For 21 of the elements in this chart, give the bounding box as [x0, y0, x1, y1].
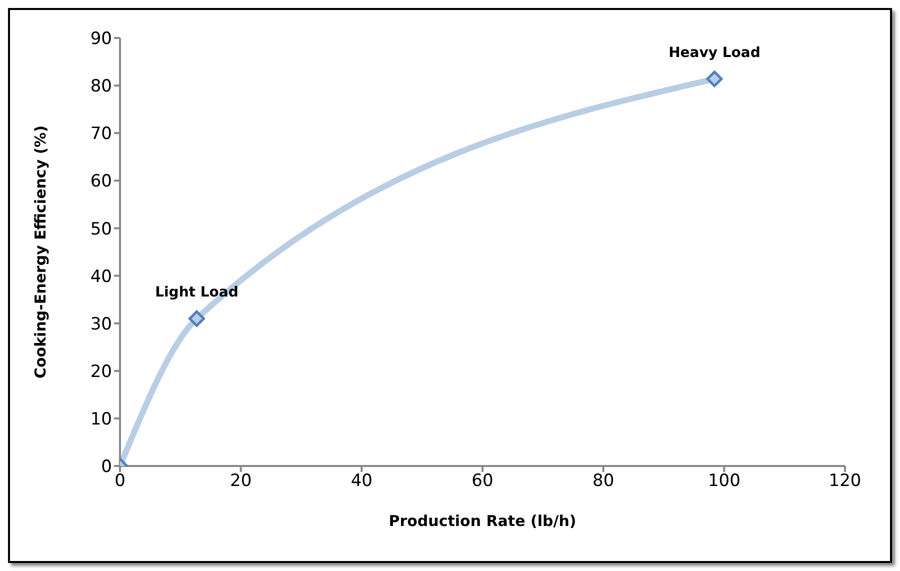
annotation: Light Load	[155, 284, 238, 301]
x-tick-label: 80	[592, 471, 614, 492]
y-tick-label: 10	[90, 409, 112, 430]
x-axis-title: Production Rate (lb/h)	[388, 512, 576, 530]
y-tick-label: 20	[90, 362, 112, 382]
x-tick-label: 0	[114, 471, 126, 492]
x-tick-label: 20	[230, 471, 252, 492]
y-tick-label: 70	[90, 124, 112, 144]
x-tick-label: 100	[708, 471, 740, 492]
x-tick-label: 120	[828, 471, 862, 492]
annotation: Heavy Load	[668, 44, 760, 61]
y-tick-label: 40	[90, 266, 112, 287]
y-tick-label: 80	[90, 76, 112, 97]
y-axis-title: Cooking-Energy Efficiency (%)	[31, 125, 50, 379]
x-tick-label: 60	[472, 471, 494, 492]
y-tick-label: 90	[90, 29, 112, 50]
y-tick-label: 50	[90, 219, 112, 240]
y-tick-label: 30	[90, 314, 112, 334]
x-tick-label: 40	[350, 471, 372, 492]
y-tick-label: 0	[101, 457, 112, 478]
y-tick-label: 60	[90, 172, 112, 192]
